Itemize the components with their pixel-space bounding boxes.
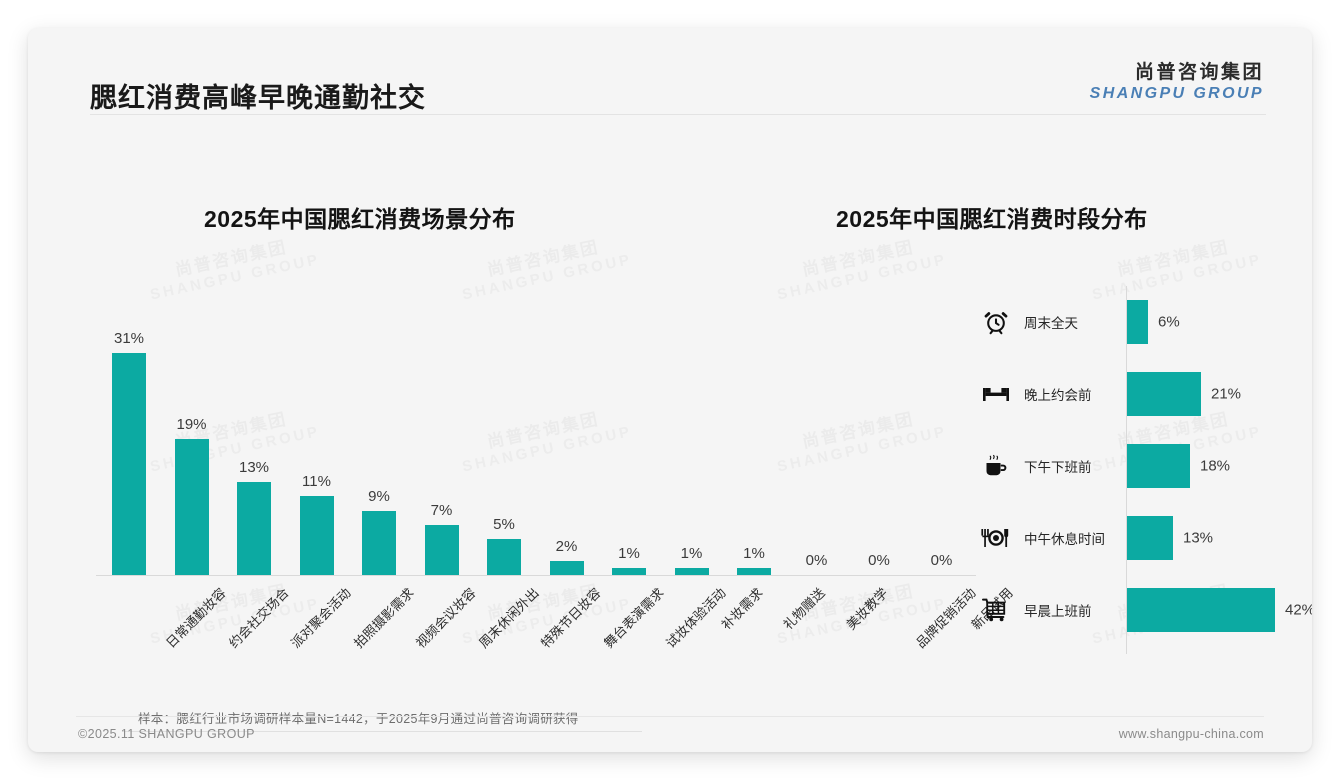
scenario-bar-value: 0% [805,552,828,569]
coffee-mug-icon [980,450,1012,482]
scenario-category-label: 约会社交场合 [225,585,292,651]
scenario-bar-value: 31% [113,330,145,347]
bed-icon [980,378,1012,410]
scenario-bar-group[interactable]: 9% [348,286,410,576]
scenario-bar[interactable] [674,568,709,575]
timeslot-chart-title: 2025年中国腮红消费时段分布 [836,206,1148,232]
scenario-bar[interactable] [549,561,584,575]
scenario-category-label: 日常通勤妆容 [162,585,229,651]
brand-logo-en: SHANGPU GROUP [1089,84,1264,102]
scenario-bar-group[interactable]: 1% [598,286,660,576]
scenario-bar-group[interactable]: 31% [98,286,160,576]
timeslot-bar[interactable] [1127,516,1173,560]
scenario-bar-value: 2% [555,538,578,555]
brand-logo: 尚普咨询集团 SHANGPU GROUP [1090,62,1264,103]
scenario-category-label: 舞台表演需求 [600,585,667,651]
scenario-bar-value: 13% [238,459,270,476]
timeslot-row[interactable]: 下午下班前 18% [958,438,1288,494]
scenario-bar-group[interactable]: 5% [473,286,535,576]
brand-logo-cn: 尚普咨询集团 [1134,62,1264,83]
scenario-bar-value: 19% [176,416,207,433]
timeslot-row[interactable]: 周末全天 6% [958,294,1288,350]
timeslot-category-label: 晚上约会前 [1024,388,1092,403]
timeslot-category-label: 下午下班前 [1024,460,1092,475]
scenario-category-label: 视频会议妆容 [412,585,479,651]
infographic-card: 尚普咨询集团 SHANGPU GROUP 尚普咨询集团 SHANGPU GROU… [28,28,1312,752]
scenario-bar-value: 1% [743,545,765,562]
scenario-bar-group[interactable]: 2% [536,286,598,576]
scenario-bar[interactable] [737,568,771,575]
timeslot-bar-value: 21% [1211,385,1242,403]
timeslot-row[interactable]: 中午休息时间 13% [958,510,1288,566]
alarm-clock-icon [980,306,1012,338]
timeslot-bar-value: 6% [1158,313,1180,331]
timeslot-bar[interactable] [1127,300,1148,344]
scenario-bar-value: 7% [430,502,453,519]
timeslot-axis-line [1126,286,1127,654]
footer: ©2025.11 SHANGPU GROUP www.shangpu-china… [28,716,1312,752]
sample-footnote: 样本：腮红行业市场调研样本量N=1442，于2025年9月通过尚普咨询调研获得 [138,712,579,726]
scenario-axis-baseline [96,575,976,576]
timeslot-bar-value: 13% [1183,529,1214,547]
scenario-bar-value: 11% [302,473,331,490]
header-divider [90,114,1266,115]
scenario-bar-value: 1% [680,545,703,562]
timeslot-row[interactable]: 早晨上班前 42% [958,582,1312,638]
timeslot-bar[interactable] [1127,588,1275,632]
scenario-category-label: 周末休闲外出 [475,585,542,651]
scenario-bar-value: 5% [493,516,515,533]
scenario-chart-title: 2025年中国腮红消费场景分布 [204,206,516,232]
footnote-divider [122,731,642,732]
shopping-cart-icon [980,594,1012,626]
scenario-category-label: 美妆教学 [842,585,891,633]
timeslot-row[interactable]: 晚上约会前 21% [958,366,1288,422]
timeslot-category-label: 中午休息时间 [1024,532,1105,547]
timeslot-bar[interactable] [1127,372,1201,416]
scenario-bar-group[interactable]: 0% [911,286,973,576]
scenario-bar-value: 1% [618,545,640,562]
scenario-bar[interactable] [237,482,271,575]
scenario-bar[interactable] [174,439,209,575]
scenario-bar-group[interactable]: 0% [786,286,848,576]
scenario-category-label: 礼物赠送 [780,585,828,633]
scenario-category-label: 派对聚会活动 [287,585,354,651]
charts-area: 2025年中国腮红消费场景分布 2025年中国腮红消费时段分布 日常通勤妆容 31… [28,118,1312,678]
scenario-bar[interactable] [299,496,334,575]
scenario-category-label: 特殊节日妆容 [537,585,604,651]
footer-divider [76,716,1264,717]
copyright-text: ©2025.11 SHANGPU GROUP [78,727,255,741]
timeslot-bar-chart: 周末全天 6% 晚上约会前 21% 下午下班前 18% 中午休息时间 13% 早晨上班前 42% [958,286,1312,656]
timeslot-category-label: 早晨上班前 [1024,604,1092,619]
scenario-bar-group[interactable]: 0% [848,286,910,576]
timeslot-bar[interactable] [1127,444,1190,488]
timeslot-category-label: 周末全天 [1024,316,1078,331]
scenario-column-chart: 日常通勤妆容 31% 约会社交场合 19% 派对聚会活动 13% 拍照摄影需求 11% 视频会议… [76,286,1015,651]
website-link[interactable]: www.shangpu-china.com [1118,727,1264,741]
header: 腮红消费高峰早晚通勤社交 尚普咨询集团 SHANGPU GROUP [28,28,1312,118]
scenario-bar-value: 0% [930,552,953,569]
scenario-bar[interactable] [487,539,521,575]
scenario-bar-group[interactable]: 19% [161,286,223,576]
scenario-category-label: 拍照摄影需求 [350,585,417,651]
timeslot-bar-value: 18% [1200,457,1231,475]
scenario-bar-group[interactable]: 13% [223,286,285,576]
page-title: 腮红消费高峰早晚通勤社交 [90,83,426,113]
scenario-bar[interactable] [612,568,646,575]
scenario-bar-group[interactable]: 1% [661,286,723,576]
scenario-bar-group[interactable]: 11% [286,286,348,576]
scenario-bar-group[interactable]: 1% [723,286,785,576]
scenario-bar[interactable] [424,525,459,575]
timeslot-bar-value: 42% [1285,601,1312,619]
scenario-bar-value: 0% [868,552,890,569]
scenario-bar[interactable] [362,511,396,575]
cutlery-icon [980,522,1012,554]
scenario-bar-group[interactable]: 7% [411,286,473,576]
scenario-bar[interactable] [112,353,146,575]
scenario-bar-value: 9% [368,488,390,505]
